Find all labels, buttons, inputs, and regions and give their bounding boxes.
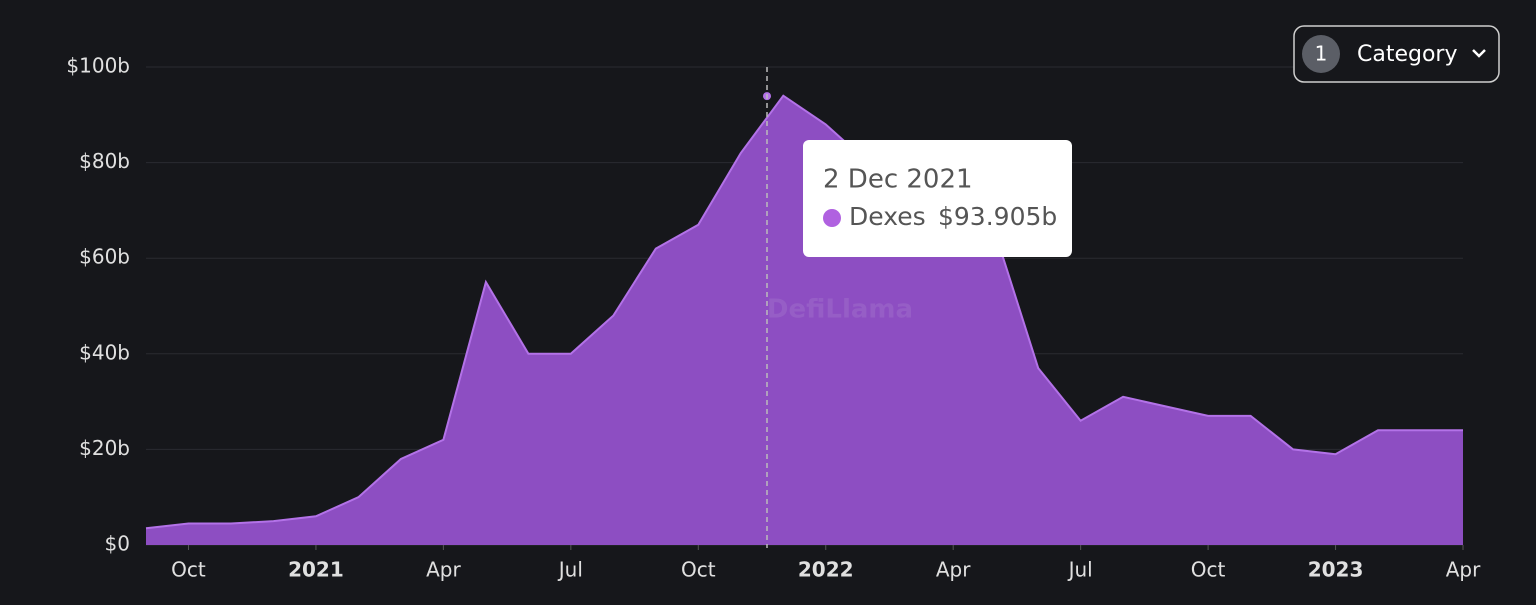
tooltip-value: $93.905b	[938, 202, 1057, 231]
tooltip-dot	[823, 209, 841, 227]
button-label[interactable]: Category	[1357, 42, 1458, 67]
button-frame[interactable]	[1293, 25, 1500, 83]
tooltip-series: Dexes	[849, 202, 926, 231]
x-tick-label: Oct	[1191, 558, 1226, 582]
count-text: 1	[1315, 42, 1328, 66]
y-tick-label: $20b	[79, 436, 130, 460]
x-tick-label: Apr	[426, 558, 461, 582]
x-tick-label: Oct	[681, 558, 716, 582]
y-tick-label: $100b	[66, 54, 130, 78]
x-tick-label: 2021	[288, 558, 344, 582]
x-tick-label: 2022	[798, 558, 854, 582]
category-button[interactable]: 1 Category	[1293, 25, 1500, 83]
axes: $0 $20b $40b $60b $80b $100b Oct 2021 Apr Jul Oct 2…	[66, 54, 1481, 582]
tooltip: 2 Dec 2021 Dexes $93.905b	[803, 140, 1072, 257]
y-tick-label: $60b	[79, 245, 130, 269]
x-tick-label: Oct	[171, 558, 206, 582]
tooltip-title: 2 Dec 2021	[823, 165, 973, 195]
x-tick-label: Jul	[1067, 558, 1093, 582]
tooltip-box	[803, 140, 1072, 257]
watermark: DefiLlama	[767, 295, 913, 325]
count-badge	[1302, 35, 1340, 73]
y-tick-label: $80b	[79, 149, 130, 173]
y-tick-label: $0	[105, 532, 130, 556]
x-tick-label: Apr	[936, 558, 971, 582]
x-tick-label: 2023	[1308, 558, 1364, 582]
x-tick-label: Apr	[1446, 558, 1481, 582]
area	[146, 95, 1463, 545]
chevron	[1472, 49, 1486, 58]
y-tick-label: $40b	[79, 340, 130, 364]
line	[145, 94, 1463, 530]
x-tick-label: Jul	[557, 558, 583, 582]
